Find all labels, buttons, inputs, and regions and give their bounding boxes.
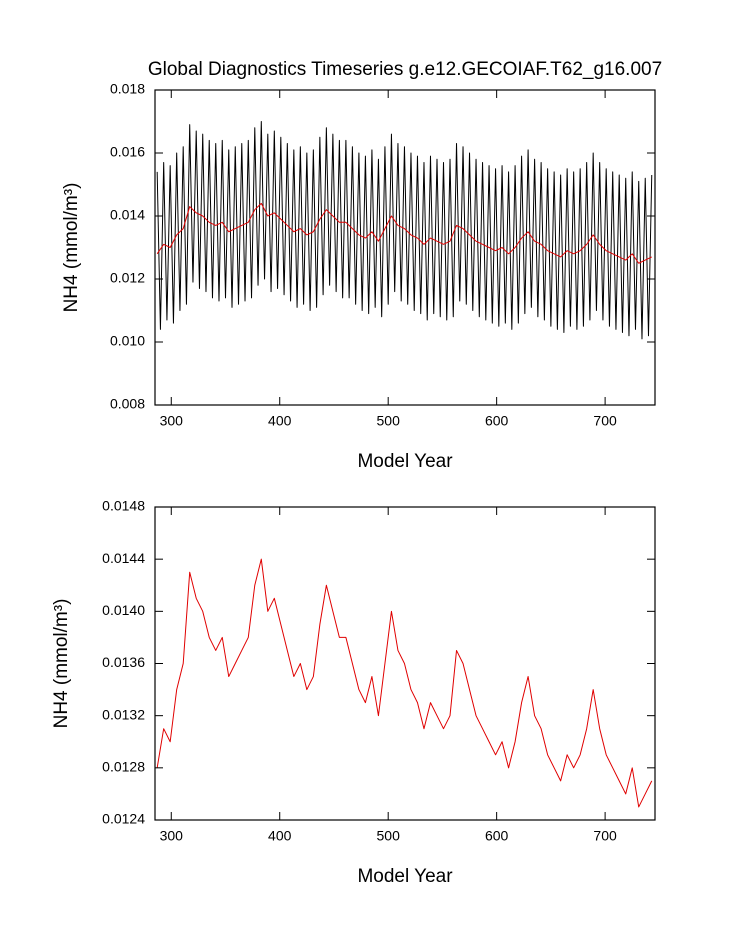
y-tick-label: 0.0136 [102,654,145,670]
series-line [156,121,653,340]
y-tick-label: 0.010 [110,333,145,349]
x-tick-label: 400 [268,413,292,429]
x-tick-label: 400 [268,828,292,844]
y-tick-label: 0.014 [110,207,145,223]
x-tick-label: 600 [485,413,509,429]
x-axis-label: Model Year [357,866,453,887]
y-tick-label: 0.0144 [102,550,145,566]
y-tick-label: 0.0140 [102,602,145,618]
plot-frame [154,506,656,821]
y-tick-label: 0.018 [110,81,145,97]
y-tick-label: 0.0124 [102,811,145,827]
series-line [156,202,652,264]
x-tick-label: 500 [377,413,401,429]
x-tick-label: 300 [160,413,184,429]
y-tick-label: 0.012 [110,270,145,286]
y-tick-label: 0.0132 [102,706,145,722]
x-tick-label: 500 [377,828,401,844]
x-axis-label: Model Year [357,451,453,472]
x-tick-label: 700 [593,828,617,844]
y-axis-label: NH4 (mmol/m³) [61,183,82,313]
plot-frame [154,89,656,406]
y-axis-label: NH4 (mmol/m³) [51,599,72,729]
x-tick-label: 700 [593,413,617,429]
y-tick-label: 0.016 [110,144,145,160]
chart-title: Global Diagnostics Timeseries g.e12.GECO… [148,59,662,80]
y-tick-label: 0.0148 [102,498,145,514]
y-tick-label: 0.0128 [102,759,145,775]
x-tick-label: 300 [160,828,184,844]
y-tick-label: 0.008 [110,396,145,412]
x-tick-label: 600 [485,828,509,844]
series-line [156,558,653,808]
